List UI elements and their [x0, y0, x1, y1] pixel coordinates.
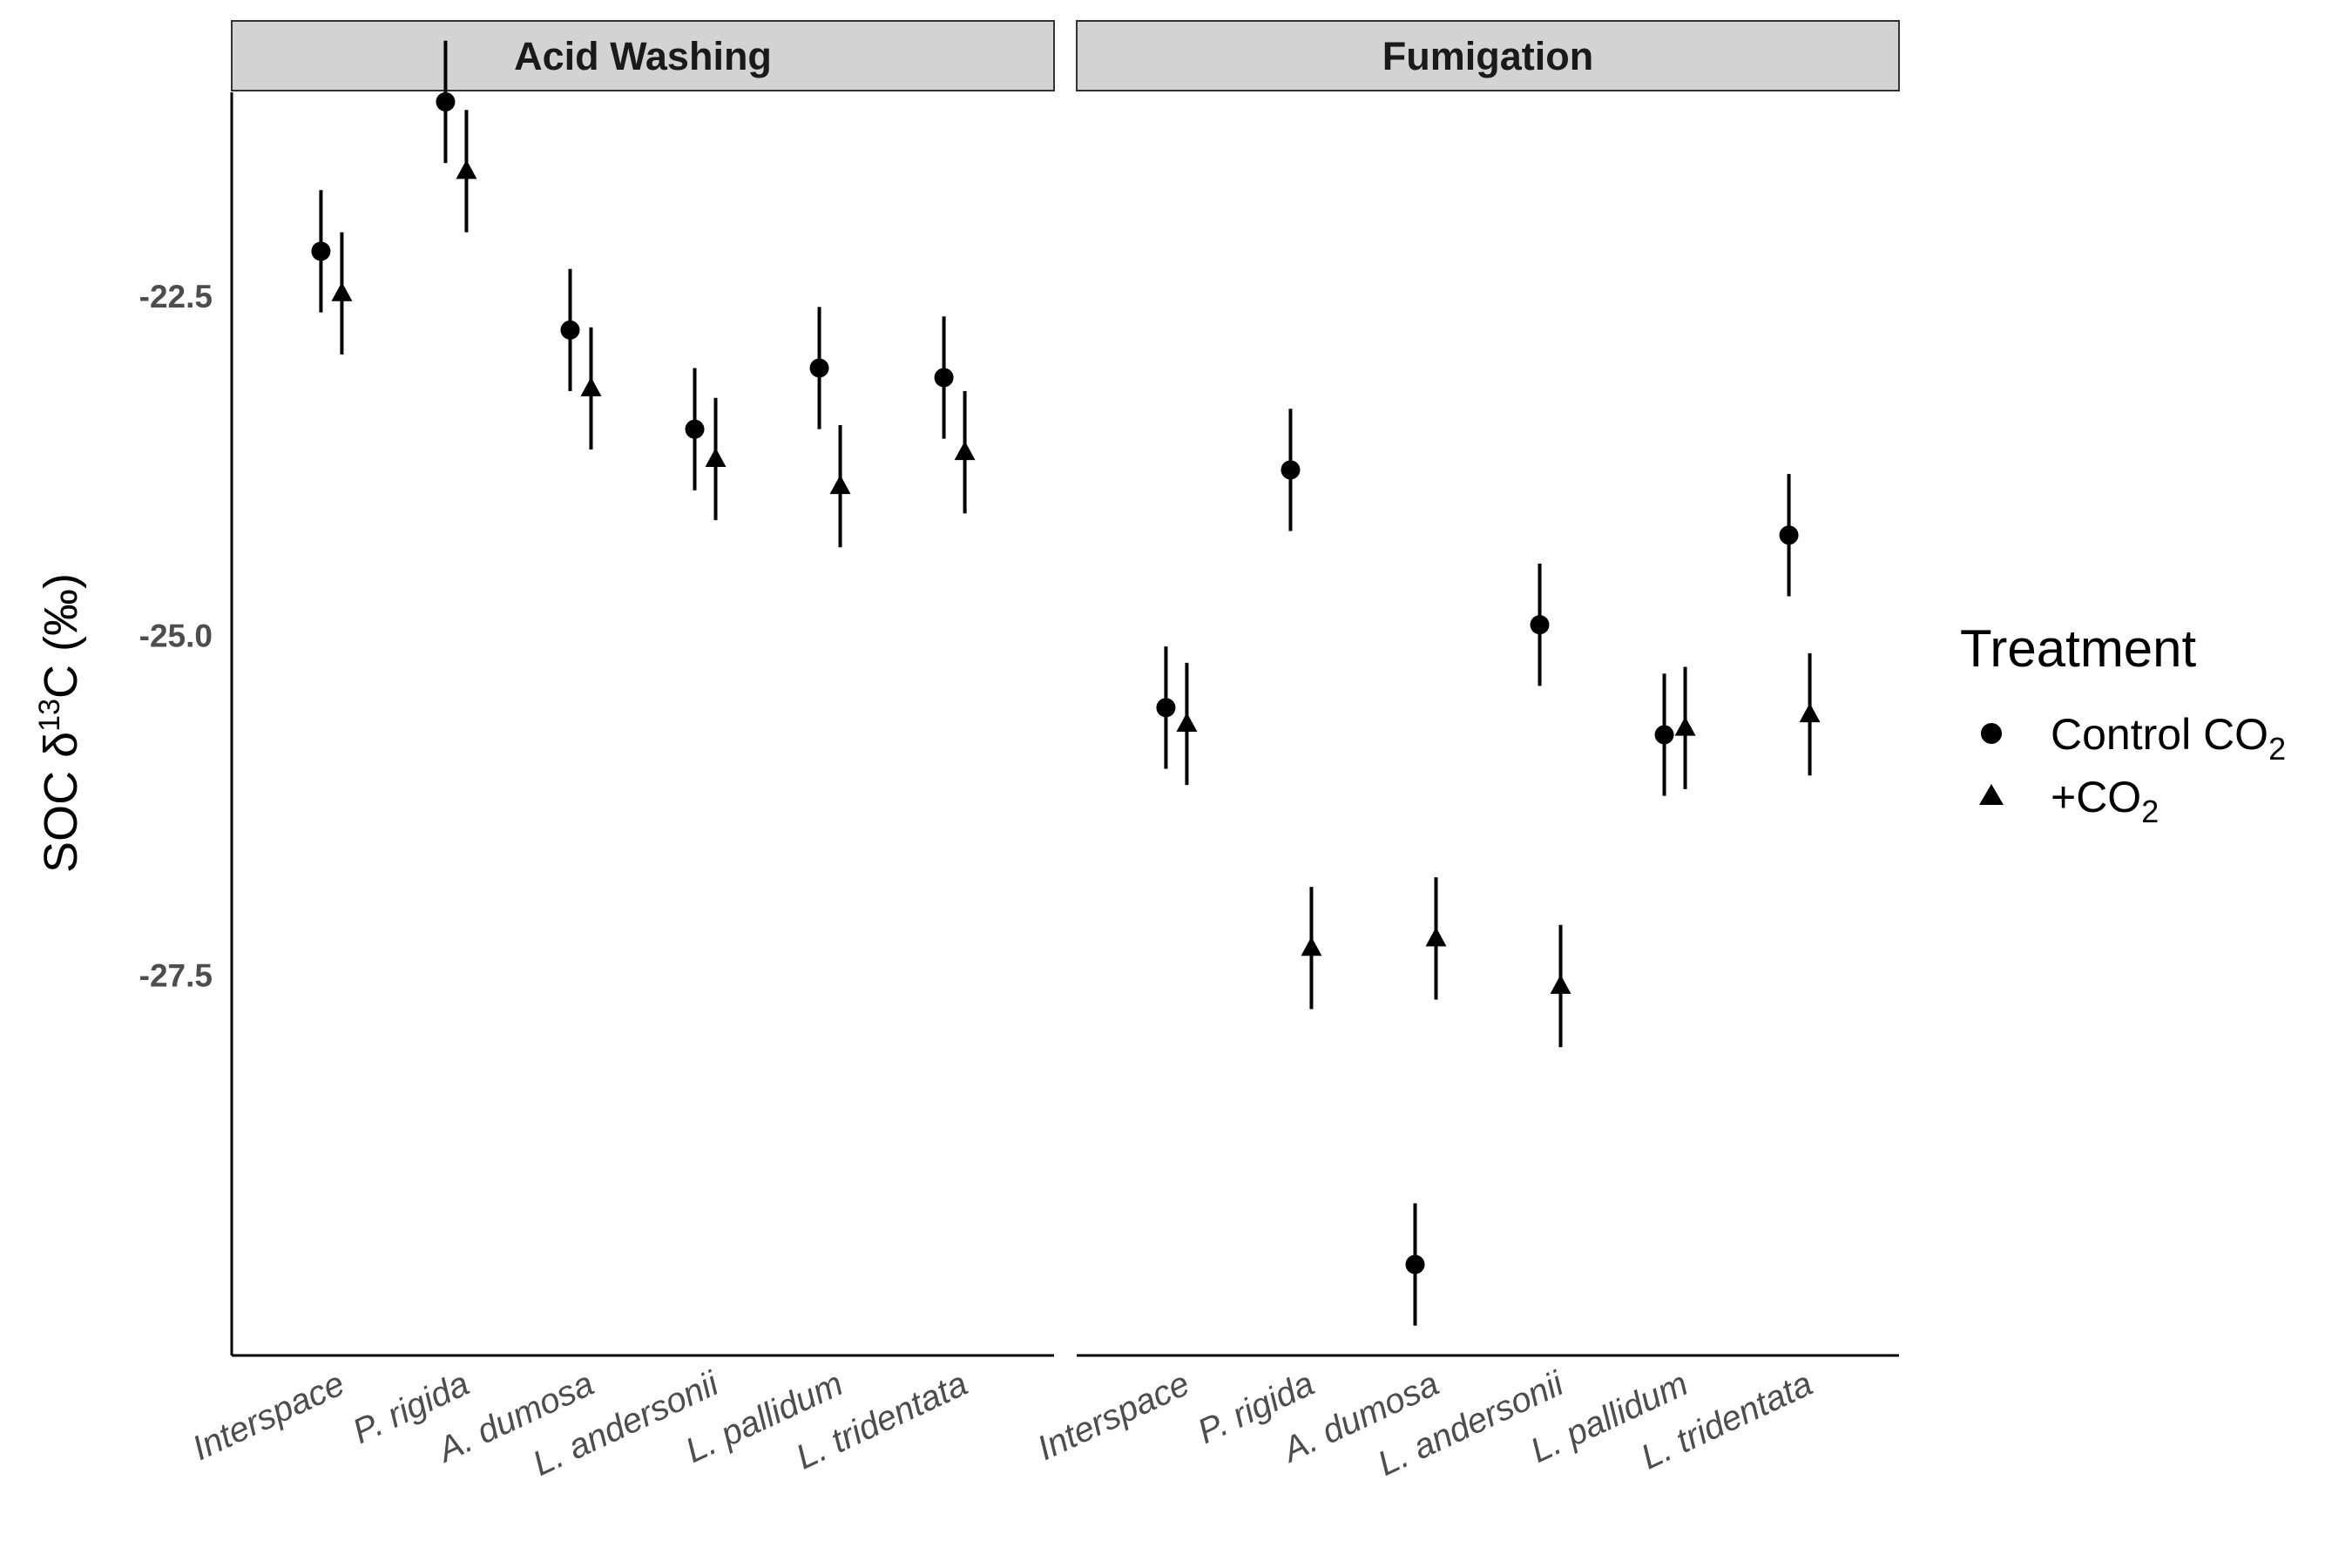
facet-strip-fumigation: [1076, 20, 1900, 91]
legend-label-elevated: +CO2: [2051, 773, 2159, 829]
facet-title-acid-washing: Acid Washing: [514, 34, 772, 78]
point-elevated: [1425, 927, 1447, 947]
legend-label-elevated-text: +CO: [2051, 773, 2141, 821]
y-axis-title-sup: 13: [33, 699, 66, 732]
y-tick-label: -22.5: [139, 279, 213, 314]
y-axis-title-tail: C (‰): [35, 573, 87, 699]
point-control: [809, 358, 829, 378]
plot-marks-acid-washing: [311, 40, 976, 548]
facet-acid-washing: Acid Washing Interspace P. rigida A. dum…: [186, 20, 1055, 1484]
legend-key-triangle: [1979, 784, 2004, 805]
point-control: [1530, 615, 1550, 635]
legend-label-elevated-sub: 2: [2141, 794, 2159, 829]
point-elevated: [331, 281, 353, 301]
point-elevated: [954, 441, 976, 461]
legend-title: Treatment: [1960, 619, 2197, 678]
point-elevated: [456, 159, 477, 179]
point-elevated: [580, 376, 602, 396]
point-elevated: [1674, 716, 1696, 736]
legend-key-circle: [1981, 723, 2002, 744]
x-tick-label: Interspace: [186, 1364, 350, 1468]
x-tick-label: Interspace: [1031, 1364, 1195, 1468]
y-tick-label: -25.0: [139, 618, 213, 654]
point-control: [934, 368, 954, 388]
point-elevated: [1799, 703, 1821, 723]
facet-title-fumigation: Fumigation: [1382, 34, 1593, 78]
x-tick-labels-acid-washing: Interspace P. rigida A. dumosa L. anders…: [186, 1364, 973, 1484]
point-control: [560, 320, 580, 340]
point-control: [1654, 725, 1674, 745]
point-elevated: [829, 475, 851, 495]
point-control: [311, 241, 331, 261]
y-axis-title-base: SOC δ: [35, 732, 87, 873]
facet-strip-acid-washing: [231, 20, 1055, 91]
y-tick-labels: -22.5 -25.0 -27.5: [139, 279, 213, 994]
point-control: [1779, 525, 1799, 545]
y-tick-label: -27.5: [139, 957, 213, 993]
point-elevated: [1301, 936, 1322, 956]
point-control: [685, 419, 705, 439]
point-elevated: [1550, 974, 1571, 994]
facet-fumigation: Fumigation Interspace P. rigida A. dumos…: [1031, 20, 1900, 1484]
legend: Treatment Control CO2 +CO2: [1960, 619, 2286, 829]
point-control: [1281, 460, 1301, 480]
legend-label-control-text: Control CO: [2051, 710, 2268, 759]
point-control: [436, 91, 456, 112]
point-elevated: [705, 447, 727, 467]
point-control: [1156, 698, 1176, 718]
legend-label-control: Control CO2: [2051, 710, 2286, 767]
legend-label-control-sub: 2: [2268, 731, 2286, 767]
plot-marks-fumigation: [1156, 409, 1821, 1326]
y-axis-title: SOC δ13C (‰): [33, 573, 87, 873]
x-tick-labels-fumigation: Interspace P. rigida A. dumosa L. anders…: [1031, 1364, 1818, 1484]
point-elevated: [1176, 713, 1198, 732]
point-control: [1405, 1254, 1425, 1274]
